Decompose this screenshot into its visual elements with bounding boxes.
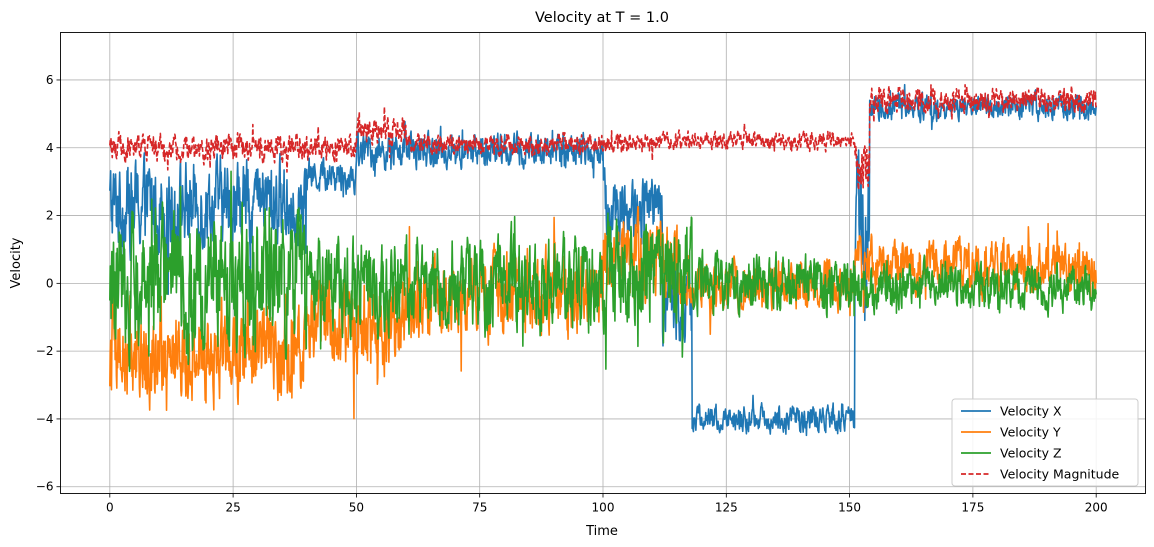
legend-entry: Velocity Z [1000,446,1062,461]
y-axis-ticks: −6 −4 −2 0 2 4 6 [36,73,61,494]
legend-box [951,398,1139,487]
y-tick-label: −6 [36,480,54,494]
y-tick-label: −2 [36,344,54,358]
y-tick-label: 0 [46,276,54,290]
series-line-velocity-magnitude [109,83,1097,191]
series-layer [109,83,1097,437]
x-tick-label: 0 [106,501,114,515]
y-tick-label: 2 [46,209,54,223]
legend-entry: Velocity Magnitude [1000,467,1120,482]
x-axis-ticks: 0 25 50 75 100 125 150 175 200 [106,493,1108,515]
legend: Velocity X Velocity Y Velocity Z Velocity M… [951,398,1139,487]
x-tick-label: 100 [592,501,615,515]
x-tick-label: 175 [961,501,984,515]
x-tick-label: 150 [838,501,861,515]
x-tick-label: 200 [1085,501,1108,515]
chart-title: Velocity at T = 1.0 [535,10,669,26]
y-tick-label: −4 [36,412,54,426]
legend-entry: Velocity Y [1000,425,1061,440]
legend-entry: Velocity X [1000,404,1062,419]
x-tick-label: 75 [472,501,487,515]
x-axis-label: Time [585,524,618,539]
y-tick-label: 6 [46,73,54,87]
x-tick-label: 50 [349,501,364,515]
series-line-velocity-z [109,170,1097,373]
y-tick-label: 4 [46,141,54,155]
series-line-velocity-x [109,83,1097,437]
x-tick-label: 25 [225,501,240,515]
x-tick-label: 125 [715,501,738,515]
y-axis-label: Velocity [9,237,24,288]
